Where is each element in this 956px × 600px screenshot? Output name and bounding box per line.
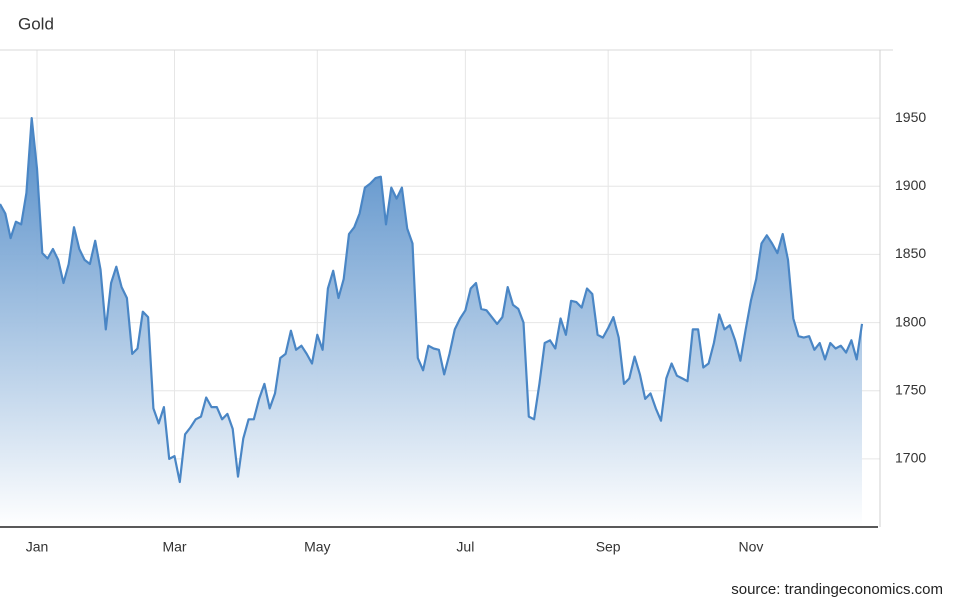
x-tick-label: Nov xyxy=(738,539,763,555)
x-tick-label: Jan xyxy=(26,539,49,555)
x-tick-label: May xyxy=(304,539,330,555)
x-tick-label: Jul xyxy=(456,539,474,555)
marks xyxy=(0,117,864,527)
line xyxy=(0,117,864,484)
y-tick-label: 1800 xyxy=(895,313,926,329)
x-tick-label: Mar xyxy=(162,539,186,555)
y-tick-label: 1950 xyxy=(895,109,926,125)
y-tick-label: 1900 xyxy=(895,177,926,193)
area xyxy=(0,118,862,527)
y-tick-label: 1850 xyxy=(895,245,926,261)
x-tick-label: Sep xyxy=(596,539,621,555)
y-tick-label: 1700 xyxy=(895,450,926,466)
y-tick-label: 1750 xyxy=(895,381,926,397)
source-note: source: trandingeconomics.com xyxy=(731,581,943,598)
chart-title: Gold xyxy=(18,14,54,33)
